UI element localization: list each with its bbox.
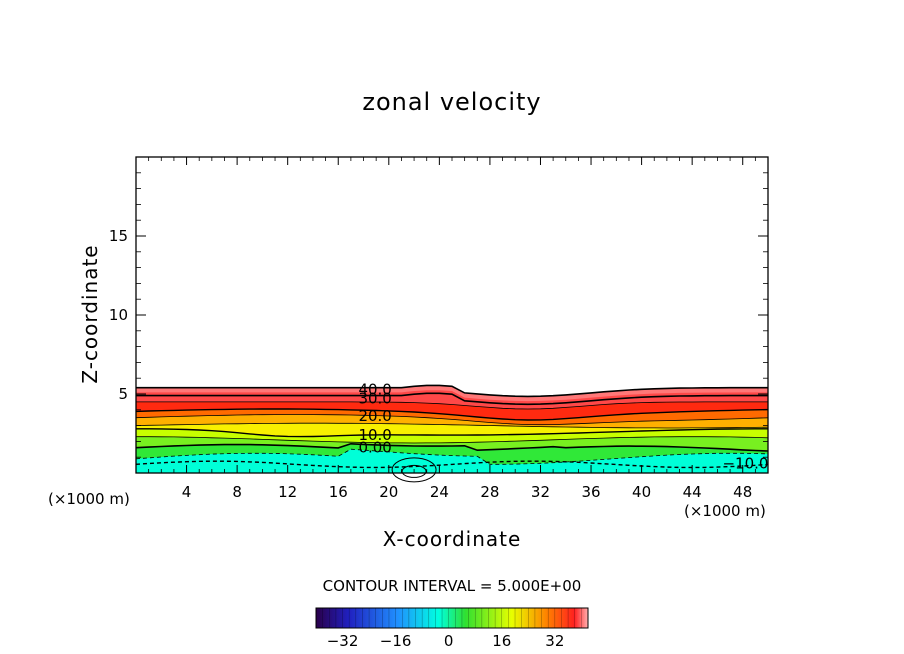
x-tick-label: 32	[531, 483, 550, 501]
contour-label: 10.0	[358, 426, 391, 444]
contour-line	[136, 428, 768, 438]
contour-label: 40.0	[358, 380, 391, 398]
colorbar-tick-label: −16	[380, 632, 412, 650]
contour-label: 30.0	[358, 390, 391, 408]
colorbar-tick-label: 32	[545, 632, 564, 650]
x-tick-label: 24	[430, 483, 449, 501]
colorbar-tick-label: 0	[444, 632, 454, 650]
contour-line	[135, 422, 769, 429]
contour-line	[135, 408, 769, 421]
contour-line	[135, 448, 769, 465]
contour-label: 20.0	[358, 407, 391, 425]
field-band	[136, 449, 768, 473]
contour-label: −10.0	[722, 455, 768, 473]
colorbar-gradient	[315, 607, 589, 629]
x-tick-label: 16	[329, 483, 348, 501]
contour-line	[135, 414, 769, 426]
velocity-field	[136, 385, 768, 473]
x-tick-label: 44	[683, 483, 702, 501]
x-tick-label: 36	[581, 483, 600, 501]
y-tick-label: 15	[109, 227, 128, 245]
x-unit-label-right: (×1000 m)	[684, 502, 766, 520]
x-axis-label: X-coordinate	[382, 527, 522, 551]
contour-line	[136, 384, 768, 398]
contour-line	[136, 401, 768, 410]
contour-line	[135, 460, 769, 469]
contour-label: 0.00	[358, 439, 391, 457]
colorbar: −32 −16 0 16 32	[315, 607, 589, 650]
contour-line	[401, 464, 427, 478]
contour-interval-text: CONTOUR INTERVAL = 5.000E+00	[322, 577, 582, 595]
x-tick-label: 20	[379, 483, 398, 501]
x-tick-label: 48	[733, 483, 752, 501]
colorbar-tick-label: −32	[327, 632, 359, 650]
contour-line	[135, 442, 769, 452]
colorbar-tick-label: 16	[492, 632, 511, 650]
x-tick-label: 8	[232, 483, 242, 501]
x-tick-label: 28	[480, 483, 499, 501]
y-tick-label: 10	[109, 306, 128, 324]
contour-labels: 40.030.020.010.00.00 −10.0	[358, 380, 768, 472]
contour-line	[136, 392, 768, 406]
y-tick-label: 5	[118, 385, 128, 403]
x-unit-label-left: (×1000 m)	[48, 490, 130, 508]
contour-line	[391, 457, 437, 483]
x-tick-label: 12	[278, 483, 297, 501]
x-tick-label: 4	[182, 483, 192, 501]
contour-lines	[135, 384, 769, 483]
contour-line	[136, 436, 769, 444]
chart-title: zonal velocity	[362, 88, 542, 116]
x-tick-label: 40	[632, 483, 651, 501]
